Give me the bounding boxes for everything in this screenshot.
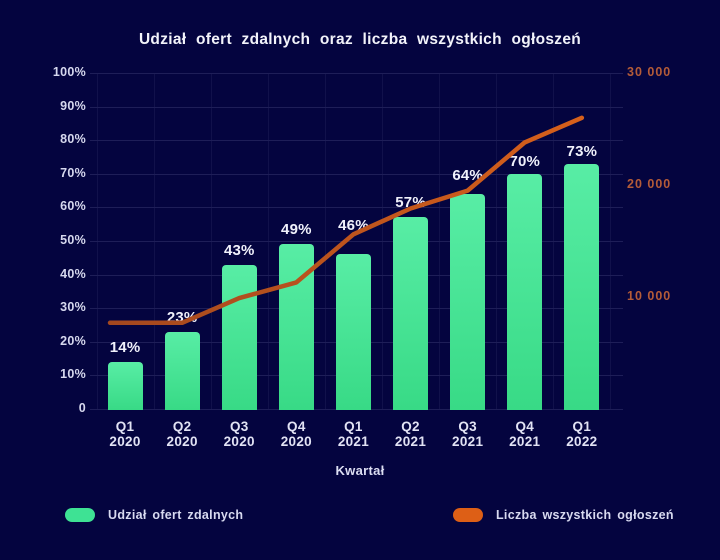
y-axis-tick-left: 30% <box>60 300 86 315</box>
x-axis-tick: Q4 2021 <box>493 419 557 449</box>
x-tick-year: 2020 <box>223 434 255 449</box>
bar-value-label: 14% <box>109 338 141 356</box>
x-tick-quarter: Q1 <box>344 419 363 434</box>
x-axis-tick: Q3 2021 <box>436 419 500 449</box>
bar-value-label: 73% <box>566 142 598 160</box>
y-axis-tick-right: 20 000 <box>627 177 672 191</box>
y-axis-tick-left: 0 <box>78 401 86 415</box>
bar-value-label: 70% <box>509 152 541 170</box>
bar-q3-2021 <box>450 193 486 410</box>
x-axis-tick: Q2 2021 <box>379 419 443 449</box>
x-tick-year: 2022 <box>566 434 598 449</box>
grid-line-vertical <box>439 73 441 409</box>
x-tick-quarter: Q3 <box>229 419 249 434</box>
bar-q3-2020 <box>221 264 257 410</box>
y-axis-tick-left: 10% <box>60 367 86 382</box>
bar-q1-2022 <box>564 163 600 410</box>
x-axis-tick: Q2 2020 <box>150 419 214 449</box>
y-axis-tick-left: 40% <box>60 266 86 281</box>
grid-line-horizontal <box>90 106 623 108</box>
x-axis-tick: Q1 2021 <box>321 419 385 449</box>
chart-title: Udział ofert zdalnych oraz liczba wszyst… <box>138 31 582 48</box>
x-tick-year: 2021 <box>337 434 370 449</box>
grid-line-vertical <box>324 73 326 409</box>
grid-line-vertical <box>382 73 383 409</box>
y-axis-tick-left: 100% <box>52 65 86 79</box>
bar-q4-2021 <box>507 173 543 410</box>
bar-value-label: 49% <box>281 221 312 239</box>
x-tick-quarter: Q3 <box>458 419 477 434</box>
grid-line-vertical <box>496 73 498 409</box>
y-axis-tick-right: 30 000 <box>627 65 672 79</box>
x-axis-tick: Q1 2022 <box>550 419 614 449</box>
x-axis-tick: Q1 2020 <box>93 419 157 449</box>
grid-line-horizontal <box>90 241 623 242</box>
x-tick-quarter: Q2 <box>172 419 192 434</box>
grid-line-horizontal <box>90 140 623 142</box>
y-axis-tick-left: 20% <box>60 333 86 348</box>
x-tick-year: 2021 <box>452 434 484 449</box>
y-axis-tick-left: 60% <box>60 199 86 214</box>
bar-q1-2021 <box>335 254 371 410</box>
x-axis-tick: Q3 2020 <box>207 419 271 449</box>
grid-line-vertical <box>267 73 269 409</box>
grid-line-horizontal <box>90 207 623 209</box>
x-tick-year: 2020 <box>109 434 141 449</box>
y-axis-tick-right: 10 000 <box>627 289 672 303</box>
y-axis-tick-left: 90% <box>60 98 86 113</box>
line-series-path <box>107 115 585 326</box>
grid-line-horizontal <box>90 73 623 74</box>
bar-q2-2021 <box>393 217 429 410</box>
grid-line-vertical <box>210 73 212 409</box>
x-tick-quarter: Q1 <box>572 419 592 434</box>
bar-q2-2020 <box>164 331 200 410</box>
x-tick-quarter: Q1 <box>115 419 135 434</box>
x-tick-quarter: Q4 <box>287 419 306 434</box>
y-axis-tick-left: 50% <box>60 233 86 247</box>
grid-line-vertical <box>553 73 555 409</box>
grid-line-vertical <box>153 73 155 409</box>
y-axis-tick-left: 70% <box>60 165 86 180</box>
x-tick-quarter: Q4 <box>515 419 535 434</box>
grid-line-horizontal <box>90 173 623 175</box>
x-axis-tick: Q4 2020 <box>264 419 328 449</box>
bar-value-label: 64% <box>452 166 483 184</box>
y-axis-tick-left: 80% <box>60 132 86 147</box>
grid-line-vertical <box>96 73 98 409</box>
x-tick-year: 2021 <box>509 434 541 449</box>
grid-line-vertical <box>610 73 612 409</box>
x-axis-title: Kwartał <box>335 463 385 478</box>
x-tick-year: 2020 <box>166 434 198 449</box>
x-tick-quarter: Q2 <box>401 419 420 434</box>
bar-value-label: 43% <box>223 241 255 259</box>
bar-q1-2020 <box>107 361 143 410</box>
x-tick-year: 2020 <box>280 434 312 449</box>
x-tick-year: 2021 <box>394 434 427 449</box>
